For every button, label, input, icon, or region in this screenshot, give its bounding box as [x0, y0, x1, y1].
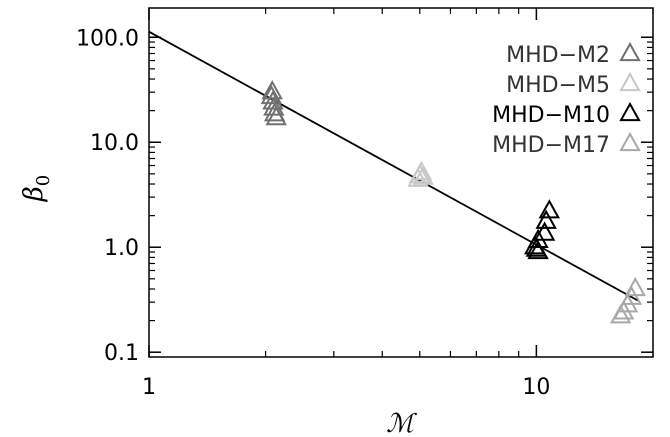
- y-tick-label: 100.0: [76, 26, 139, 51]
- data-point-triangle: [263, 96, 285, 116]
- svg-text:β0: β0: [19, 175, 54, 202]
- legend-label: MHD−M17: [492, 133, 610, 158]
- data-point-triangle: [407, 167, 429, 187]
- data-point-triangle: [261, 80, 283, 100]
- x-tick-label: 10: [522, 375, 550, 400]
- legend-label: MHD−M5: [506, 73, 610, 98]
- data-point-triangle: [533, 221, 556, 241]
- plot-frame: [148, 7, 654, 358]
- axis-ticks: 1 10 0.1 1.0 10.0 100.0: [76, 8, 654, 400]
- legend-marker: [619, 71, 641, 92]
- legend: MHD−M2 MHD−M5 MHD−M10 MHD−M17: [492, 41, 641, 158]
- y-axis-label: β: [19, 186, 49, 202]
- data-points: [260, 80, 646, 324]
- data-point-triangle: [609, 304, 632, 324]
- data-point-triangle: [265, 105, 287, 126]
- x-axis-label: ℳ: [386, 409, 417, 437]
- y-tick-label: 0.1: [104, 341, 139, 366]
- legend-label: MHD−M2: [506, 43, 610, 68]
- x-tick-label: 1: [142, 375, 156, 400]
- data-point-triangle: [538, 199, 561, 219]
- y-tick-label: 1.0: [104, 236, 139, 261]
- legend-marker: [619, 101, 641, 122]
- fit-line: [148, 30, 639, 302]
- fit-line-group: [148, 30, 639, 302]
- y-tick-label: 10.0: [90, 131, 139, 156]
- y-axis-label-group: β0: [19, 175, 54, 202]
- legend-label: MHD−M10: [492, 103, 610, 128]
- data-point-triangle: [527, 239, 549, 260]
- legend-marker: [619, 41, 641, 62]
- legend-marker: [619, 131, 641, 152]
- data-point-triangle: [412, 165, 434, 185]
- y-axis-label-subscript: 0: [33, 175, 54, 186]
